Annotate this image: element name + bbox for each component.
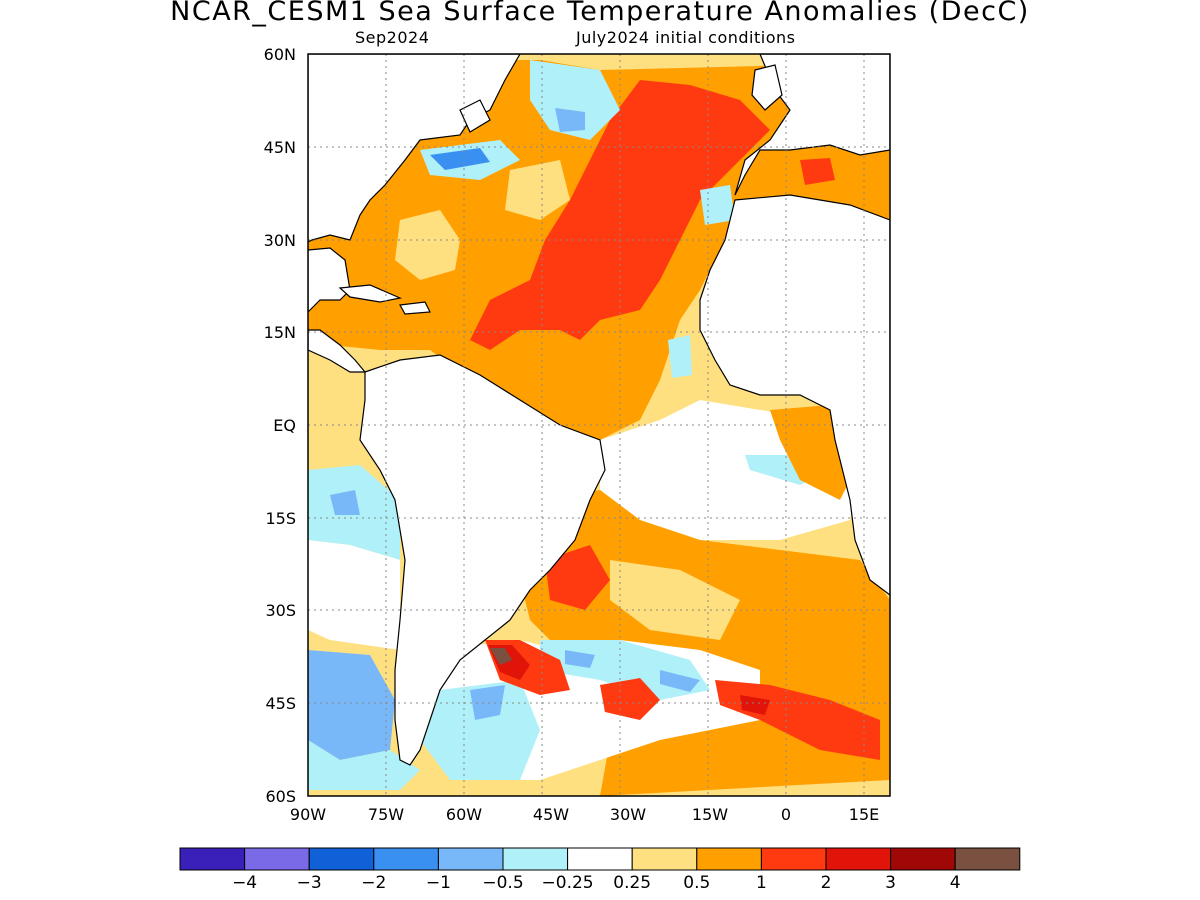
- land-hispaniola: [399, 301, 431, 315]
- colorbar-swatch: [825, 847, 892, 871]
- lat-label: 15S: [265, 509, 296, 528]
- anomaly-gulf-weak: [395, 210, 460, 280]
- lat-label: EQ: [273, 416, 296, 435]
- colorbar-swatch: [502, 847, 569, 871]
- lat-label: 60N: [264, 45, 296, 64]
- map-title: NCAR_CESM1 Sea Surface Temperature Anoma…: [170, 0, 1030, 27]
- land-masses: [308, 54, 890, 766]
- anomaly-drake-cool-core: [470, 685, 505, 720]
- lon-label: 0: [781, 805, 791, 824]
- anomaly-se-pacific-neutral: [308, 540, 400, 650]
- lon-label: 60W: [446, 805, 482, 824]
- anomaly-brazil-malvinas-max: [490, 648, 512, 665]
- colorbar-label: 0.25: [613, 873, 651, 893]
- anomaly-subantarctic-cool-core: [565, 650, 700, 692]
- land-europe: [734, 54, 890, 196]
- colorbar-label: −0.25: [542, 873, 594, 893]
- anomaly-south-atlantic-hot-b-core: [740, 695, 770, 715]
- lat-label: 60S: [265, 787, 296, 806]
- anomaly-newfoundland-weak: [505, 160, 570, 220]
- anomaly-iberia-cool: [700, 185, 735, 225]
- forecast-month: Sep2024: [355, 28, 430, 47]
- lat-axis: 60N 45N 30N 15N EQ 15S 30S 45S 60S: [264, 45, 296, 806]
- colorbar-label: 4: [950, 873, 961, 893]
- anomaly-mediterranean-hot: [800, 158, 835, 185]
- lat-label: 45N: [264, 138, 296, 157]
- anomaly-labrador-cool-core: [555, 108, 585, 132]
- colorbar-label: 2: [821, 873, 832, 893]
- colorbar-label: −3: [297, 873, 322, 893]
- initial-conditions-label: July2024 initial conditions: [576, 28, 796, 47]
- colorbar-swatch: [760, 847, 827, 871]
- colorbar-swatch: [179, 847, 246, 871]
- land-north-america: [308, 54, 521, 243]
- lon-label: 90W: [290, 805, 326, 824]
- colorbar-swatch: [696, 847, 762, 871]
- lon-label: 30W: [610, 805, 646, 824]
- colorbar-label: 1: [756, 873, 767, 893]
- land-africa: [699, 194, 890, 596]
- colorbar-label: 0.5: [683, 873, 710, 893]
- colorbar-label: −0.5: [482, 873, 523, 893]
- colorbar-labels: −4 −3 −2 −1 −0.5 −0.25 0.25 0.5 1 2 3 4: [232, 873, 961, 893]
- map-frame: [307, 53, 891, 797]
- anomaly-north-atlantic-strong: [470, 80, 770, 350]
- colorbar-label: 3: [885, 873, 896, 893]
- lat-label: 15N: [264, 323, 296, 342]
- graticule: [308, 54, 890, 796]
- lat-label: 30N: [264, 231, 296, 250]
- land-south-america: [359, 354, 606, 766]
- colorbar-swatch: [373, 847, 439, 871]
- anomaly-chile-cool-outer: [308, 740, 420, 790]
- anomaly-chile-cool: [308, 650, 395, 760]
- colorbar-label: −1: [426, 873, 451, 893]
- land-british-isles: [751, 64, 783, 111]
- colorbar: [179, 847, 1021, 871]
- colorbar-swatch: [308, 847, 375, 871]
- colorbar-swatch: [437, 847, 504, 871]
- anomaly-se-pacific-cool-core: [330, 490, 360, 515]
- anomaly-nova-scotia-cool-core: [430, 148, 490, 170]
- lon-label: 45W: [533, 805, 569, 824]
- anomaly-drake-cool: [420, 680, 540, 780]
- lat-label: 45S: [265, 694, 296, 713]
- lon-label: 15E: [849, 805, 879, 824]
- land-newfoundland: [459, 99, 491, 133]
- anomaly-cape-verde-cool: [668, 335, 692, 378]
- colorbar-swatch: [890, 847, 956, 871]
- anomaly-labrador-cool: [530, 60, 620, 140]
- map-field: [308, 54, 890, 796]
- anomaly-brazil-strong: [545, 545, 610, 610]
- colorbar-swatch: [567, 847, 633, 871]
- colorbar-swatch: [631, 847, 698, 871]
- colorbar-swatch: [954, 847, 1021, 871]
- lon-axis: 90W 75W 60W 45W 30W 15W 0 15E: [290, 805, 879, 824]
- colorbar-label: −4: [232, 873, 257, 893]
- lat-label: 30S: [265, 601, 296, 620]
- colorbar-label: −2: [361, 873, 386, 893]
- lon-label: 15W: [692, 805, 728, 824]
- colorbar-swatch: [244, 847, 310, 871]
- lon-label: 75W: [368, 805, 404, 824]
- anomaly-south-atlantic-hot-a: [600, 678, 660, 720]
- land-cuba: [338, 284, 402, 303]
